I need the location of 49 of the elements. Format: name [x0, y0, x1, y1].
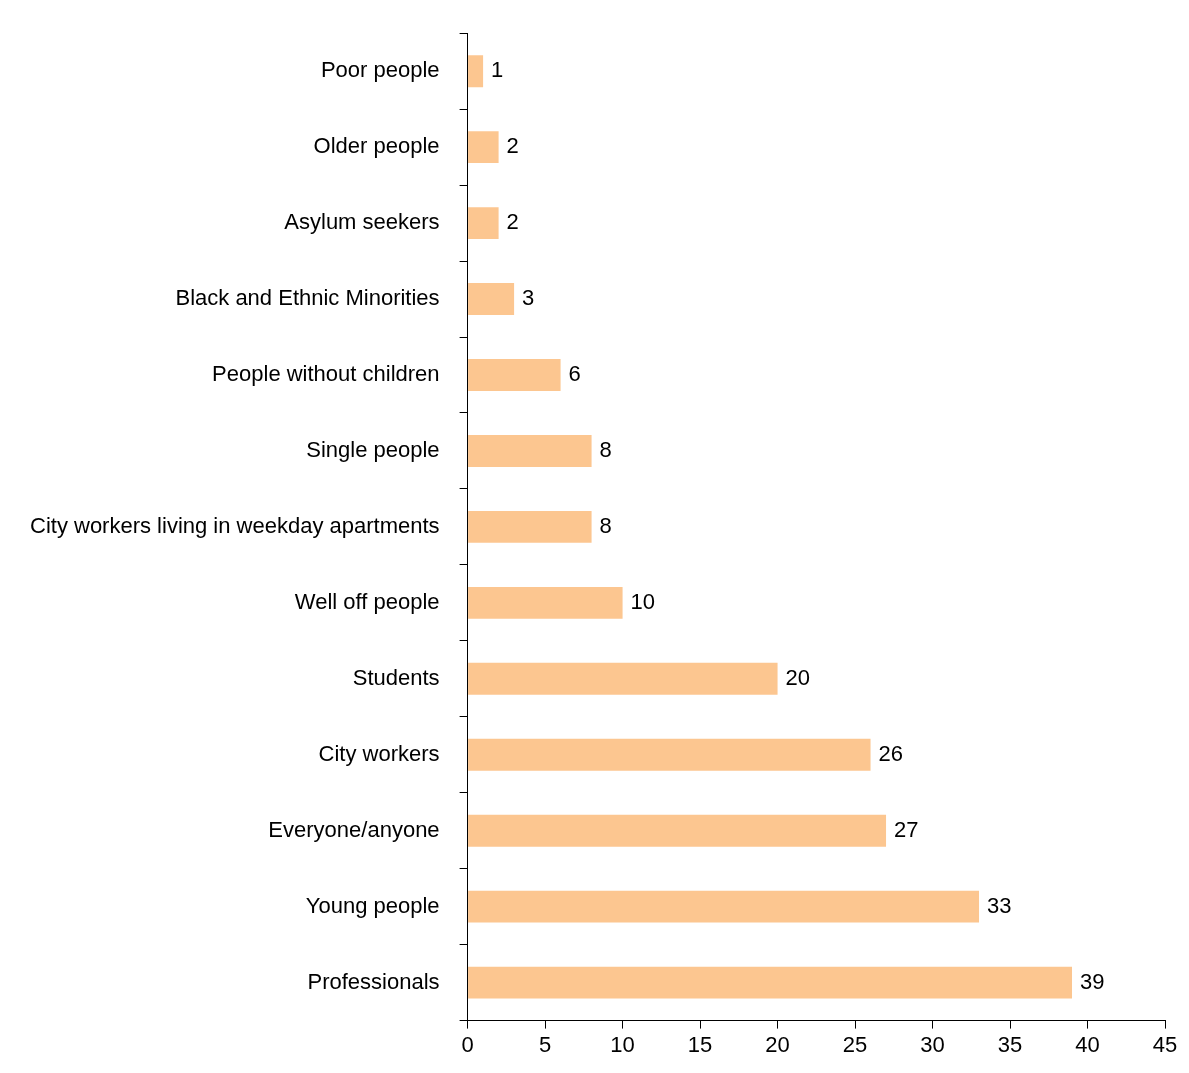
- bar: [468, 814, 887, 847]
- bar: [468, 131, 499, 164]
- data-label: 1: [491, 57, 504, 83]
- y-tick-label: Older people: [313, 133, 440, 159]
- bar: [468, 55, 484, 88]
- x-tick-label: 30: [920, 1031, 945, 1057]
- data-label: 2: [506, 133, 519, 159]
- y-tick-label: Black and Ethnic Minorities: [175, 285, 440, 311]
- bar: [468, 283, 515, 315]
- data-label: 10: [630, 588, 656, 614]
- y-tick-label: Well off people: [294, 588, 440, 614]
- y-tick-label: City workers: [318, 740, 440, 766]
- data-label: 20: [785, 664, 811, 690]
- y-tick-label: Single people: [306, 437, 440, 463]
- y-tick-label: City workers living in weekday apartments: [29, 512, 440, 538]
- data-label: 6: [568, 361, 581, 387]
- bar: [468, 359, 561, 391]
- y-tick-label: Everyone/anyone: [268, 816, 440, 842]
- data-label: 8: [599, 512, 612, 538]
- data-label: 27: [894, 816, 919, 842]
- x-tick-label: 15: [687, 1031, 713, 1057]
- y-tick-label: Poor people: [320, 57, 440, 83]
- y-tick-label: People without children: [212, 361, 440, 387]
- data-label: 3: [522, 285, 535, 311]
- bar: [468, 435, 592, 467]
- x-tick-label: 5: [538, 1031, 552, 1057]
- x-tick-label: 35: [997, 1031, 1023, 1057]
- x-tick-label: 20: [765, 1031, 790, 1057]
- bar: [468, 738, 871, 771]
- x-tick-label: 25: [842, 1031, 868, 1057]
- y-tick-label: Students: [352, 664, 440, 690]
- data-label: 39: [1080, 968, 1105, 994]
- y-tick-label: Asylum seekers: [284, 209, 440, 235]
- bar: [468, 207, 499, 240]
- x-tick-label: 10: [610, 1031, 635, 1057]
- x-tick-label: 0: [461, 1031, 474, 1057]
- data-label: 26: [878, 740, 904, 766]
- bar: [468, 586, 623, 619]
- y-tick-label: Young people: [305, 892, 440, 918]
- x-tick-label: 45: [1152, 1031, 1178, 1057]
- bar: [468, 510, 592, 543]
- bar: [468, 966, 1073, 999]
- bar: [468, 890, 980, 923]
- x-tick-label: 40: [1075, 1031, 1100, 1057]
- bar: [468, 662, 778, 695]
- data-label: 2: [506, 209, 519, 235]
- y-tick-label: Professionals: [307, 968, 440, 994]
- data-label: 33: [987, 892, 1012, 918]
- data-label: 8: [599, 437, 612, 463]
